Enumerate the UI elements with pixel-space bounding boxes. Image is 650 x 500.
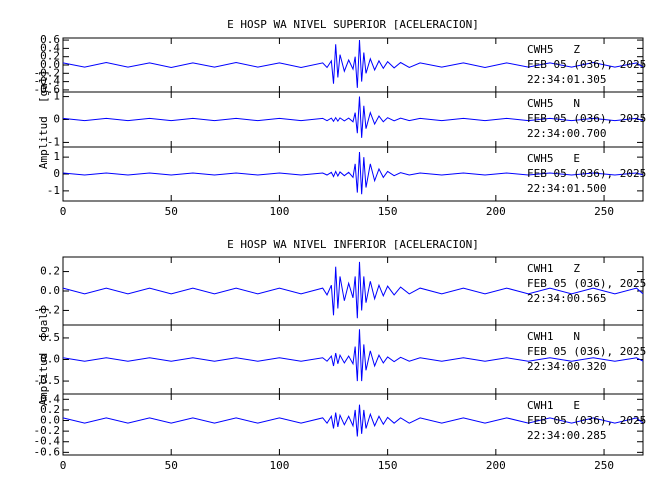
- trace-label: FEB 05 (036), 2025: [527, 167, 646, 180]
- y-tick-label: -0.2: [34, 66, 61, 79]
- y-axis-label: Amplitud [gal]: [37, 70, 50, 169]
- x-tick-label: 150: [378, 459, 398, 472]
- trace-label: CWH5 N: [527, 97, 580, 110]
- y-tick-label: 0.4: [40, 392, 60, 405]
- waveform: [62, 329, 644, 382]
- y-tick-label: 1: [53, 90, 60, 103]
- waveform: [62, 152, 644, 195]
- trace-label: 22:34:00.565: [527, 292, 606, 305]
- trace-label: 22:34:00.700: [527, 127, 606, 140]
- x-tick-label: 100: [269, 205, 289, 218]
- trace-label: CWH5 E: [527, 152, 580, 165]
- x-tick-label: 200: [486, 205, 506, 218]
- y-tick-label: 0.0: [40, 284, 60, 297]
- trace-label: 22:34:00.320: [527, 360, 606, 373]
- y-tick-label: 1: [53, 150, 60, 163]
- trace-label: 22:34:01.500: [527, 182, 606, 195]
- y-tick-label: 0.4: [40, 41, 60, 54]
- panel-title: E HOSP WA NIVEL SUPERIOR [ACELERACION]: [227, 18, 479, 31]
- trace-label: 22:34:00.285: [527, 429, 606, 442]
- y-tick-label: 0.0: [40, 58, 60, 71]
- x-tick-label: 0: [60, 459, 67, 472]
- y-tick-label: -0.2: [34, 424, 61, 437]
- x-tick-label: 200: [486, 459, 506, 472]
- trace-label: FEB 05 (036), 2025: [527, 414, 646, 427]
- trace-label: CWH1 N: [527, 330, 580, 343]
- y-tick-label: -1: [47, 184, 60, 197]
- x-tick-label: 0: [60, 205, 67, 218]
- y-tick-label: 0.0: [40, 414, 60, 427]
- y-tick-label: 0: [53, 113, 60, 126]
- waveform: [62, 404, 644, 437]
- trace-label: FEB 05 (036), 2025: [527, 277, 646, 290]
- y-tick-label: 0: [53, 167, 60, 180]
- y-tick-label: -0.2: [34, 303, 61, 316]
- x-tick-label: 250: [594, 459, 614, 472]
- y-tick-label: 0.2: [40, 50, 60, 63]
- y-tick-label: -1: [47, 135, 60, 148]
- x-tick-label: 50: [165, 459, 178, 472]
- trace-label: 22:34:01.305: [527, 73, 606, 86]
- y-tick-label: 0.6: [40, 33, 60, 46]
- y-axis-label: Amplitud [gal]: [37, 306, 50, 405]
- x-tick-label: 50: [165, 205, 178, 218]
- y-tick-label: 0.2: [40, 403, 60, 416]
- x-tick-label: 250: [594, 205, 614, 218]
- y-tick-label: 0.2: [40, 265, 60, 278]
- y-tick-label: -0.5: [34, 374, 61, 387]
- x-tick-label: 100: [269, 459, 289, 472]
- y-tick-label: -0.4: [34, 75, 61, 88]
- x-tick-label: 150: [378, 205, 398, 218]
- y-tick-label: -0.4: [34, 435, 61, 448]
- trace-label: FEB 05 (036), 2025: [527, 58, 646, 71]
- y-tick-label: 0.0: [40, 353, 60, 366]
- trace-label: CWH1 E: [527, 399, 580, 412]
- y-tick-label: -0.6: [34, 445, 61, 458]
- subplot-frame: [62, 393, 644, 456]
- trace-label: CWH1 Z: [527, 262, 580, 275]
- panel-title: E HOSP WA NIVEL INFERIOR [ACELERACION]: [227, 238, 479, 251]
- trace-label: FEB 05 (036), 2025: [527, 345, 646, 358]
- trace-label: CWH5 Z: [527, 43, 580, 56]
- y-tick-label: 0.5: [40, 331, 60, 344]
- waveform: [62, 40, 644, 88]
- y-tick-label: -0.6: [34, 83, 61, 96]
- waveform: [62, 96, 644, 138]
- trace-label: FEB 05 (036), 2025: [527, 112, 646, 125]
- waveform: [62, 261, 644, 319]
